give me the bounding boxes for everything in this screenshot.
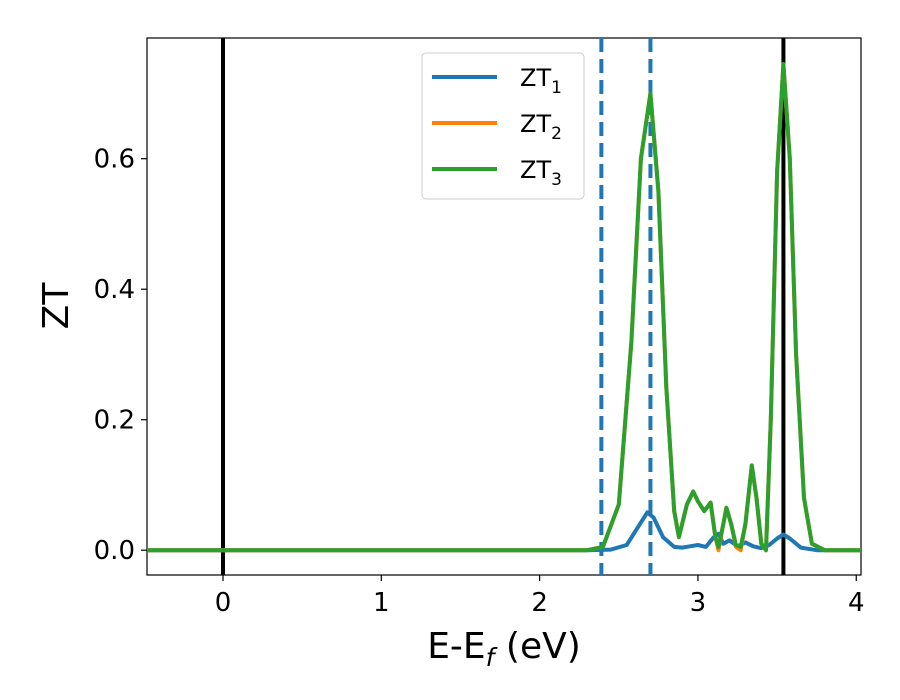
y-axis: 0.0 0.2 0.4 0.6 [94,145,147,566]
x-tick-label-2: 2 [531,588,548,618]
y-tick-label-0: 0.0 [94,536,135,566]
vertical-lines [220,38,786,575]
y-axis-label: ZT [36,282,77,330]
x-axis: 0 1 2 3 4 [215,575,865,618]
series-line-3 [147,62,861,553]
x-tick-label-1: 1 [373,588,390,618]
x-tick-label-0: 0 [215,588,232,618]
legend-label-1: ZT1 [520,64,562,98]
legend-label-2: ZT2 [520,110,562,144]
series-lines [147,62,861,553]
y-tick-label-1: 0.2 [94,406,135,436]
legend-box [421,52,585,200]
legend: ZT1 ZT2 ZT3 [421,52,585,200]
y-tick-label-2: 0.4 [94,275,135,305]
x-tick-label-3: 3 [690,588,707,618]
y-tick-label-3: 0.6 [94,145,135,175]
x-tick-label-4: 4 [848,588,865,618]
x-axis-label: E-Ef (eV) [427,626,581,672]
legend-label-3: ZT3 [520,156,562,190]
